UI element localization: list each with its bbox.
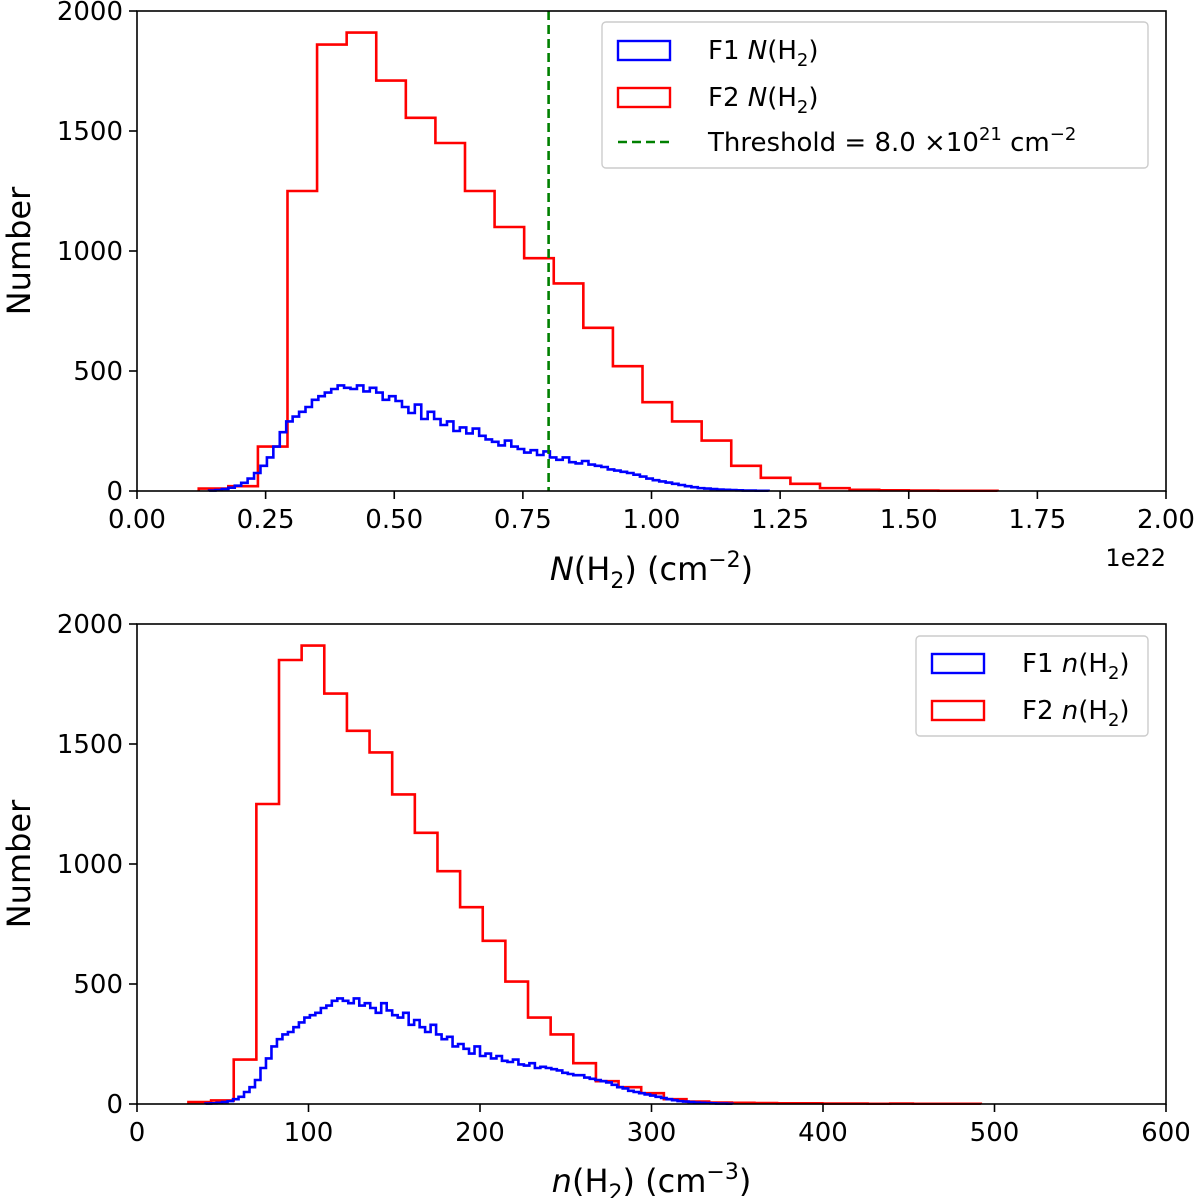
x-tick-label: 1.25 xyxy=(751,505,809,535)
x-tick-label: 100 xyxy=(284,1118,334,1148)
x-tick-label: 200 xyxy=(455,1118,505,1148)
y-tick-label: 0 xyxy=(106,477,123,507)
y-tick-label: 0 xyxy=(106,1090,123,1120)
y-tick-label: 2000 xyxy=(57,0,123,27)
legend-f1-swatch xyxy=(616,39,672,62)
x-offset-text: 1e22 xyxy=(1105,544,1166,572)
y-tick-label: 1000 xyxy=(57,850,123,880)
legend-f2-label: F2 n(H2) xyxy=(1022,696,1130,731)
y-tick-label: 500 xyxy=(73,357,123,387)
legend: F1 N(H2) F2 N(H2) Threshold = 8.0 ×1021 cm… xyxy=(601,21,1149,169)
x-tick-label: 0.75 xyxy=(494,505,552,535)
y-tick-label: 1500 xyxy=(57,117,123,147)
x-tick-label: 0.50 xyxy=(365,505,423,535)
bottom-histogram-panel: 0 100 200 300 400 500 600 0 500 1000 1500 2000 n(H2)… xyxy=(0,610,1191,1198)
x-axis-title: N(H2) (cm−2) xyxy=(550,548,753,594)
x-tick-label: 0 xyxy=(129,1118,146,1148)
x-tick-label: 2.00 xyxy=(1137,505,1195,535)
y-tick-label: 500 xyxy=(73,970,123,1000)
y-axis-title: Number xyxy=(0,799,38,928)
y-tick-label: 1500 xyxy=(57,730,123,760)
x-tick-label: 500 xyxy=(970,1118,1020,1148)
x-tick-label: 0.00 xyxy=(108,505,166,535)
x-axis-title: n(H2) (cm−3) xyxy=(552,1160,752,1198)
top-histogram-panel: 0.00 0.25 0.50 0.75 1.00 1.25 1.50 1.75 2.00 0 500… xyxy=(0,0,1195,594)
legend: F1 n(H2) F2 n(H2) xyxy=(915,635,1149,737)
y-tick-label: 2000 xyxy=(57,610,123,640)
legend-f2-swatch xyxy=(930,699,986,722)
histogram-f2-series-1 xyxy=(187,644,983,1106)
x-tick-label: 0.25 xyxy=(237,505,295,535)
y-axis-title: Number xyxy=(0,186,38,315)
legend-f2-swatch xyxy=(616,86,672,109)
legend-f1-label: F1 N(H2) xyxy=(708,36,819,71)
legend-threshold-label: Threshold = 8.0 ×1021 cm−2 xyxy=(707,124,1076,158)
y-tick-label: 1000 xyxy=(57,237,123,267)
x-tick-label: 400 xyxy=(798,1118,848,1148)
x-tick-label: 1.00 xyxy=(623,505,681,535)
legend-f2-label: F2 N(H2) xyxy=(708,83,819,118)
histogram-f1-series-1 xyxy=(204,997,734,1106)
legend-f1-label: F1 n(H2) xyxy=(1022,649,1130,684)
legend-f1-swatch xyxy=(930,652,986,675)
x-tick-label: 1.75 xyxy=(1008,505,1066,535)
x-tick-label: 600 xyxy=(1141,1118,1191,1148)
x-tick-label: 1.50 xyxy=(880,505,938,535)
histogram-f2-series-0 xyxy=(197,31,999,493)
legend-frame xyxy=(601,21,1149,169)
histogram-f1-series-0 xyxy=(207,384,770,493)
legend-frame xyxy=(915,635,1149,737)
x-tick-label: 300 xyxy=(627,1118,677,1148)
